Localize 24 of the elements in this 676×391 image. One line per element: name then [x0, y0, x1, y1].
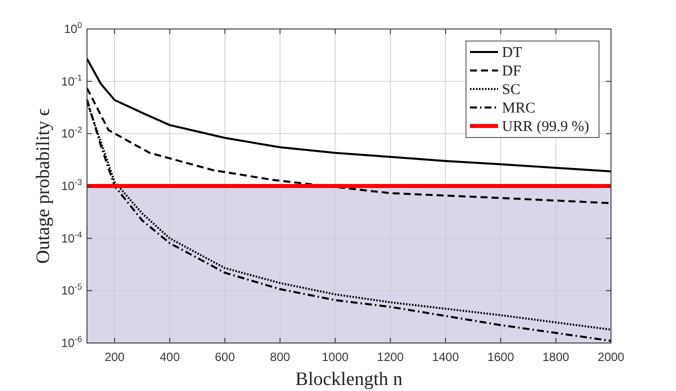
x-tick-label: 1600: [487, 350, 514, 364]
legend-label: DT: [502, 45, 522, 61]
legend-label: SC: [502, 82, 520, 98]
x-tick-label: 600: [214, 350, 236, 364]
x-tick-label: 200: [104, 350, 125, 364]
y-tick-label: 10$^{-2}$: [61, 124, 82, 141]
x-tick-label: 1800: [542, 350, 570, 364]
y-tick-label: 10$^{0}$: [64, 20, 82, 36]
legend-label: DF: [502, 64, 522, 80]
x-tick-label: 800: [270, 350, 290, 364]
x-tick-label: 1000: [322, 350, 349, 364]
y-tick-label: 10$^{-6}$: [61, 334, 82, 350]
y-tick-label: 10$^{-1}$: [61, 72, 82, 88]
y-axis-title: Outage probability ϵ: [33, 108, 54, 264]
y-tick-label: 10$^{-5}$: [61, 282, 82, 298]
legend-label: MRC: [502, 100, 536, 116]
x-tick-label: 1200: [377, 350, 404, 364]
x-tick-label: 2000: [598, 350, 625, 364]
y-tick-label: 10$^{-3}$: [61, 177, 82, 193]
x-axis-title: Blocklength n: [295, 369, 404, 390]
legend-label: URR (99.9 %): [502, 119, 590, 135]
x-tick-label: 400: [160, 350, 180, 364]
y-tick-label: 10$^{-4}$: [61, 229, 82, 246]
x-tick-label: 1400: [432, 350, 460, 364]
